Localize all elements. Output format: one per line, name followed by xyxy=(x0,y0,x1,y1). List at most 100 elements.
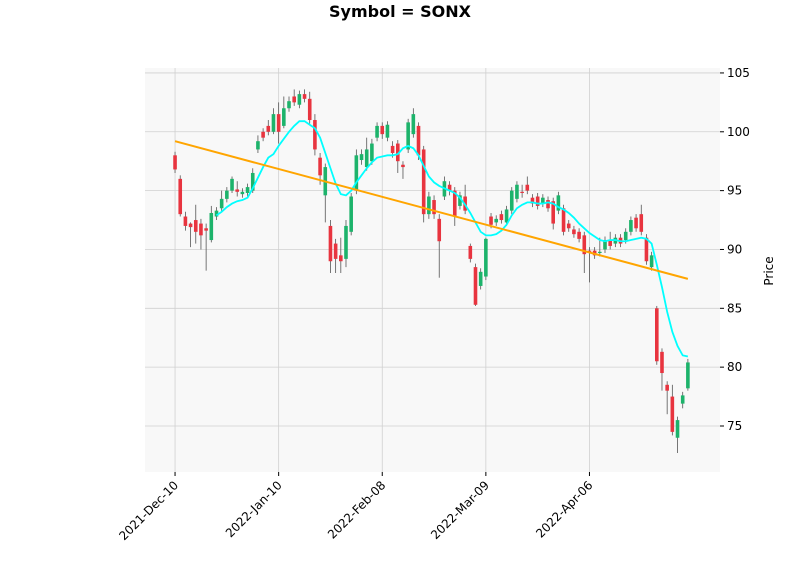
candle-body xyxy=(655,308,659,362)
y-tick-label: 80 xyxy=(727,360,742,374)
candle-body xyxy=(437,218,442,242)
candle-body xyxy=(629,220,633,232)
candle-body xyxy=(494,218,499,223)
candle-body xyxy=(432,200,436,215)
candle-body xyxy=(582,235,587,255)
candle-body xyxy=(313,120,317,150)
candle-body xyxy=(183,216,188,226)
candle-body xyxy=(209,212,214,241)
candle-body xyxy=(225,190,229,199)
candle-body xyxy=(250,172,255,191)
x-tick-label: 2022-Feb-08 xyxy=(325,478,388,541)
candle-body xyxy=(556,195,561,211)
candle-body xyxy=(219,198,224,209)
trend-line xyxy=(174,140,689,280)
candle-body xyxy=(416,125,421,156)
candle-body xyxy=(359,154,364,161)
candle-body xyxy=(520,191,524,193)
y-tick-label: 90 xyxy=(727,242,742,256)
candle-body xyxy=(354,155,359,191)
y-tick-label: 105 xyxy=(727,66,750,80)
candle-body xyxy=(473,267,478,305)
candle-body xyxy=(230,178,234,191)
candle-body xyxy=(551,201,555,224)
plot-area xyxy=(145,68,720,472)
candle-body xyxy=(193,220,198,232)
y-tick-label: 85 xyxy=(727,301,742,315)
candle-body xyxy=(339,255,343,262)
candle-body xyxy=(458,195,462,206)
candle-body xyxy=(561,208,566,232)
candle-body xyxy=(499,214,504,221)
candle-body xyxy=(478,271,483,286)
candle-body xyxy=(385,124,390,138)
candle-body xyxy=(406,122,410,150)
y-tick-label: 95 xyxy=(727,184,742,198)
candle-body xyxy=(530,197,535,204)
candle-body xyxy=(282,108,286,126)
candle-body xyxy=(509,190,514,211)
candle-body xyxy=(639,214,644,232)
y-axis-label: Price xyxy=(762,256,776,285)
candle-body xyxy=(452,190,457,217)
candle-body xyxy=(660,351,664,374)
plot-layer xyxy=(145,68,720,472)
candle-body xyxy=(271,114,276,132)
candle-body xyxy=(634,217,638,229)
moving-average-line xyxy=(215,120,689,358)
candle-body xyxy=(572,229,576,235)
candle-body xyxy=(665,384,669,391)
x-tick-label: 2022-Jan-10 xyxy=(223,478,285,540)
candle-body xyxy=(598,251,602,253)
candle-body xyxy=(375,125,379,138)
candle-body xyxy=(535,196,540,206)
candle-body xyxy=(173,155,177,170)
candle-body xyxy=(318,157,322,176)
candle-body xyxy=(675,420,680,438)
candle-body xyxy=(235,189,240,192)
x-tick-label: 2021-Dec-10 xyxy=(116,478,181,543)
candle-body xyxy=(421,149,426,215)
candle-body xyxy=(261,131,265,138)
candle-body xyxy=(188,223,193,228)
y-tick-label: 75 xyxy=(727,419,742,433)
candle-body xyxy=(178,178,183,215)
candle-body xyxy=(256,141,260,150)
candle-body xyxy=(380,125,385,135)
candle-body xyxy=(525,184,530,191)
chart-title: Symbol = SONX xyxy=(329,2,472,21)
candle-body xyxy=(349,196,353,232)
candle-body xyxy=(427,196,431,215)
candle-body xyxy=(395,143,400,162)
candle-body xyxy=(266,125,271,132)
candle-body xyxy=(468,245,473,259)
candle-body xyxy=(577,231,581,239)
candle-body xyxy=(214,210,219,217)
candle-body xyxy=(199,223,203,236)
candle-body xyxy=(680,395,685,404)
candle-body xyxy=(484,238,488,277)
candle-body xyxy=(546,200,550,209)
candle-body xyxy=(390,145,395,153)
candle-body xyxy=(670,396,675,432)
candle-body xyxy=(307,98,312,121)
candle-body xyxy=(603,240,607,250)
y-tick-label: 100 xyxy=(727,125,750,139)
candle-body xyxy=(644,237,649,262)
candle-body xyxy=(541,197,545,204)
candle-body xyxy=(401,164,405,168)
candle-body xyxy=(515,184,519,199)
candle-body xyxy=(370,143,374,162)
candle-body xyxy=(447,184,452,191)
candle-body xyxy=(287,101,291,109)
candle-body xyxy=(411,114,416,135)
candle-body xyxy=(344,225,348,259)
candle-body xyxy=(302,94,307,99)
candle-body xyxy=(489,216,493,225)
x-tick-label: 2022-Mar-09 xyxy=(428,478,492,542)
candle-body xyxy=(649,255,654,268)
candle-body xyxy=(245,187,250,193)
candle-body xyxy=(587,250,592,252)
candle-body xyxy=(364,149,369,168)
